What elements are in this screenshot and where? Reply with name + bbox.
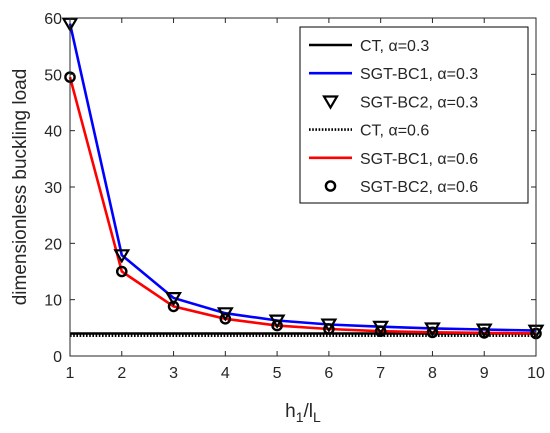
series-2-point-3 <box>216 307 234 322</box>
y-tick-label-6: 60 <box>44 11 62 28</box>
series-4-line <box>68 76 537 335</box>
series-5-point-7 <box>426 326 439 339</box>
y-axis-title: dimensionless buckling load <box>10 69 31 306</box>
legend: CT, α=0.3 SGT-BC1, α=0.3 SGT-BC2, α=0.3 CT,… <box>299 26 529 204</box>
series-5-point-4 <box>271 319 283 332</box>
series-5-point-6 <box>374 325 387 338</box>
legend-box <box>299 26 529 204</box>
y-tick-label-4: 40 <box>44 124 62 141</box>
x-axis-title: h1/lL <box>285 401 321 425</box>
legend-label-3: CT, α=0.6 <box>360 123 429 140</box>
x-tick-label-9: 10 <box>527 365 545 382</box>
x-tick-label-3: 4 <box>221 365 230 382</box>
ticks-layer: 1 2 3 4 5 6 7 8 9 10 0 10 20 30 40 50 60 <box>44 11 545 382</box>
x-tick-label-5: 6 <box>324 365 333 382</box>
legend-marker-5 <box>324 180 337 192</box>
series-5-point-5 <box>323 323 335 335</box>
legend-label-1: SGT-BC1, α=0.3 <box>360 66 478 83</box>
x-tick-label-8: 9 <box>480 365 489 382</box>
series-5-point-1 <box>115 265 128 278</box>
y-tick-label-2: 20 <box>44 236 62 253</box>
series-layer <box>61 17 545 340</box>
y-tick-label-1: 10 <box>44 293 62 310</box>
x-tick-label-6: 7 <box>376 365 385 382</box>
x-tick-label-4: 5 <box>273 365 282 382</box>
legend-marker-2 <box>322 95 339 110</box>
x-tick-label-2: 3 <box>169 365 178 382</box>
y-tick-label-0: 0 <box>53 349 62 366</box>
series-5-point-8 <box>478 327 491 339</box>
y-tick-label-5: 50 <box>44 67 62 84</box>
legend-label-2: SGT-BC2, α=0.3 <box>360 94 478 111</box>
series-5-point-3 <box>219 313 232 325</box>
x-tick-label-0: 1 <box>66 365 75 382</box>
series-2-point-1 <box>113 249 131 264</box>
legend-label-4: SGT-BC1, α=0.6 <box>360 151 478 168</box>
legend-label-0: CT, α=0.3 <box>360 38 429 55</box>
x-tick-label-7: 8 <box>428 365 437 382</box>
series-2-point-2 <box>165 292 182 307</box>
series-1-line <box>68 23 537 332</box>
x-tick-label-1: 2 <box>117 365 126 382</box>
y-tick-label-3: 30 <box>44 180 62 197</box>
legend-label-5: SGT-BC2, α=0.6 <box>360 179 478 196</box>
series-5-point-2 <box>167 300 180 313</box>
